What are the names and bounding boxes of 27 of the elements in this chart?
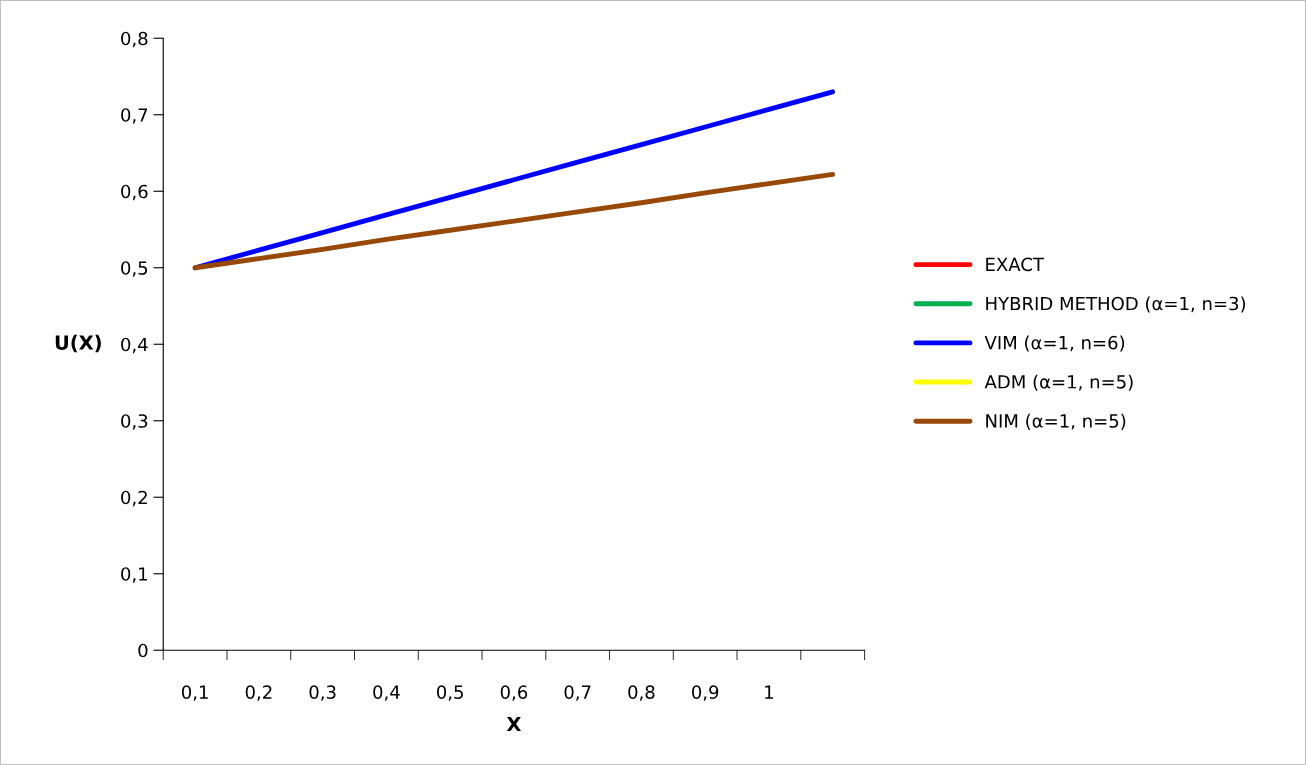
x-tick-label: 0,2 xyxy=(245,685,272,701)
x-tick-label: 0,7 xyxy=(564,685,591,701)
legend-label: ADM (α=1, n=5) xyxy=(984,374,1133,391)
x-axis-title: X xyxy=(506,716,522,732)
y-tick-label: 0,4 xyxy=(121,337,148,354)
y-tick-label: 0,3 xyxy=(121,414,148,430)
y-tick-label: 0 xyxy=(138,643,148,658)
y-tick-label: 0,1 xyxy=(121,567,147,583)
x-tick-label: 0,1 xyxy=(181,685,208,701)
legend-label: EXACT xyxy=(986,257,1044,272)
x-tick-label: 0,9 xyxy=(692,685,719,701)
x-tick-label: 0,8 xyxy=(628,685,655,701)
y-tick-label: 0,7 xyxy=(121,108,148,124)
x-tick-label: 0,5 xyxy=(436,685,463,701)
y-tick-label: 0,5 xyxy=(121,261,148,277)
y-tick-label: 0,8 xyxy=(121,31,148,48)
legend-label: HYBRID METHOD (α=1, n=3) xyxy=(986,296,1246,313)
y-tick-label: 0,6 xyxy=(121,184,148,201)
x-tick-label: 0,4 xyxy=(373,685,400,701)
x-tick-label: 0,3 xyxy=(309,685,336,701)
legend-label: NIM (α=1, n=5) xyxy=(986,413,1126,430)
y-axis-title: U(X) xyxy=(55,334,101,353)
y-tick-label: 0,2 xyxy=(121,490,147,507)
line-series xyxy=(192,171,836,271)
x-tick-label: 0,6 xyxy=(500,685,528,701)
legend-label: VIM (α=1, n=6) xyxy=(984,335,1125,352)
x-tick-label: 1 xyxy=(765,685,774,699)
